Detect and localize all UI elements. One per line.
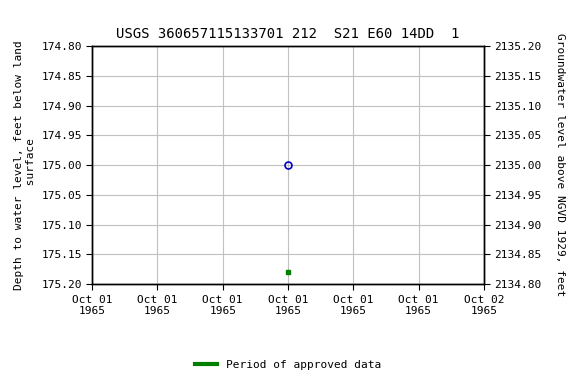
Y-axis label: Depth to water level, feet below land
 surface: Depth to water level, feet below land su… bbox=[14, 40, 36, 290]
Y-axis label: Groundwater level above NGVD 1929, feet: Groundwater level above NGVD 1929, feet bbox=[555, 33, 566, 297]
Legend: Period of approved data: Period of approved data bbox=[191, 356, 385, 375]
Title: USGS 360657115133701 212  S21 E60 14DD  1: USGS 360657115133701 212 S21 E60 14DD 1 bbox=[116, 27, 460, 41]
